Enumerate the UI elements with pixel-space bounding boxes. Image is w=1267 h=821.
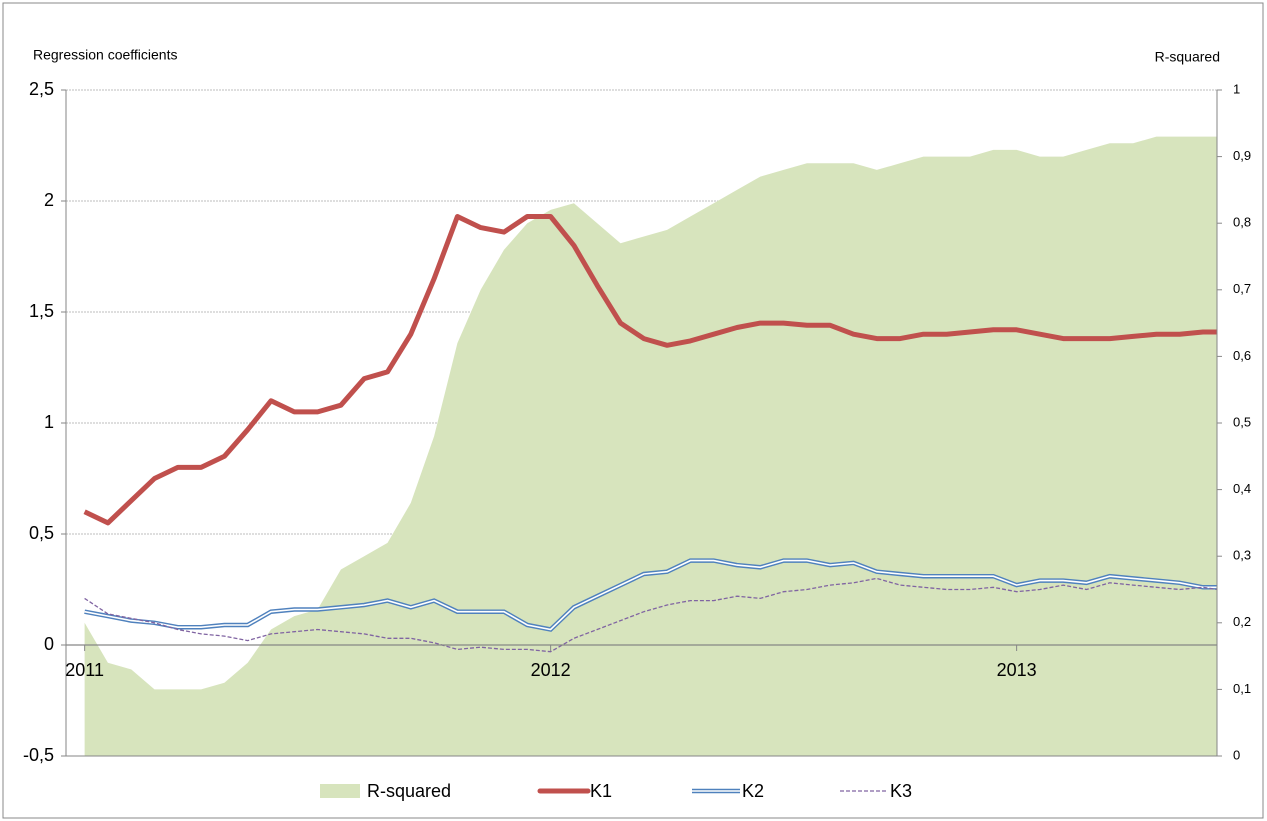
legend-label: K1 [590, 781, 612, 801]
y2-tick-label: 0,9 [1233, 148, 1251, 163]
x-tick-label: 2013 [997, 660, 1037, 680]
area [84, 136, 1218, 757]
y-tick-label: 2 [44, 190, 54, 210]
legend: R-squared K1 K2 K3 [320, 781, 912, 801]
y2-tick-label: 0,6 [1233, 348, 1251, 363]
y-tick-label: 0,5 [29, 523, 54, 543]
y2-tick-label: 0,5 [1233, 414, 1251, 429]
y-tick-label: 1,5 [29, 301, 54, 321]
y2-tick-label: 0,2 [1233, 614, 1251, 629]
y2-tick-label: 0,4 [1233, 481, 1251, 496]
x-tick-label: 2012 [531, 660, 571, 680]
legend-label: R-squared [367, 781, 451, 801]
x-tick-label: 2011 [65, 660, 104, 680]
line [84, 577, 1218, 653]
y-tick-label: 1 [44, 412, 54, 432]
y2-tick-label: 0 [1233, 747, 1240, 762]
y-tick-label: 2,5 [29, 79, 54, 99]
y2-tick-label: 0,8 [1233, 215, 1251, 230]
y2-tick-label: 1 [1233, 81, 1240, 96]
legend-swatch [320, 784, 360, 798]
y-tick-label: -0,5 [23, 745, 54, 765]
y2-tick-label: 0,1 [1233, 681, 1251, 696]
legend-label: K3 [890, 781, 912, 801]
y2-axis-label: R-squared [1155, 49, 1220, 65]
line [83, 214, 1217, 526]
line-inner [84, 559, 1217, 631]
y2-tick-label: 0,7 [1233, 281, 1251, 296]
y-axis-label: Regression coefficients [33, 47, 177, 63]
legend-label: K2 [742, 781, 764, 801]
y2-tick-label: 0,3 [1233, 548, 1251, 563]
y-tick-label: 0 [44, 634, 54, 654]
